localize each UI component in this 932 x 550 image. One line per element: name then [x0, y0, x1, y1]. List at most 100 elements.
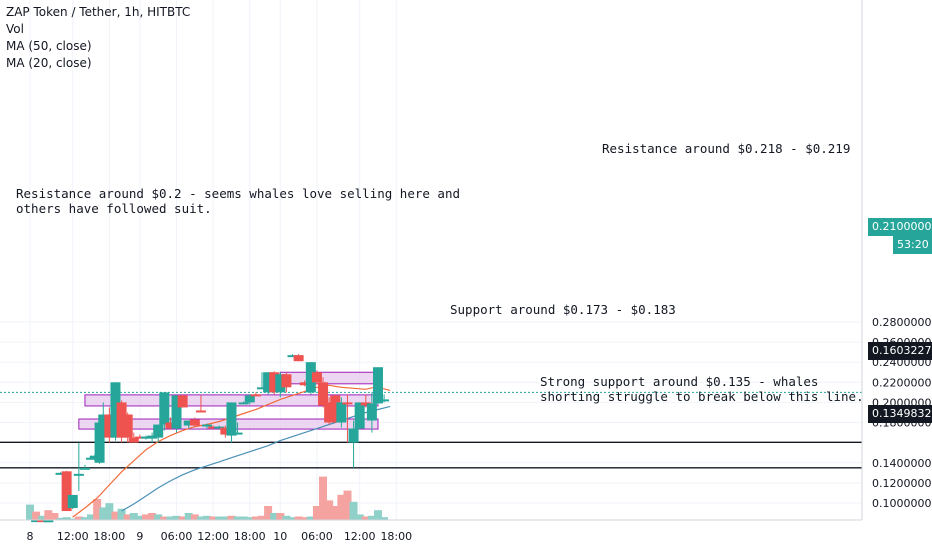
candle-body: [134, 436, 145, 439]
candle-body: [232, 432, 243, 435]
legend-ma20[interactable]: MA (20, close): [6, 56, 92, 70]
candle-body: [122, 414, 133, 438]
volume-bar: [264, 506, 273, 520]
annotation-resistance-02-line1: Resistance around $0.2 - seems whales lo…: [16, 186, 461, 201]
candle-body: [94, 422, 105, 463]
x-tick-label: 8: [27, 530, 34, 543]
candle-body: [67, 494, 78, 509]
candle-body: [37, 520, 48, 523]
volume-bar: [166, 516, 175, 520]
volume-bar: [68, 518, 77, 520]
volume-bar: [44, 510, 53, 520]
x-tick-label: 18:00: [234, 530, 266, 543]
candle-body: [354, 402, 365, 429]
candle-body: [263, 372, 274, 393]
volume-bar: [294, 516, 303, 520]
legend-vol[interactable]: Vol: [6, 22, 24, 36]
volume-bar: [251, 516, 260, 520]
candle-body: [147, 435, 158, 439]
candle-body: [177, 395, 188, 408]
candle-body: [55, 472, 66, 475]
volume-bar: [117, 508, 126, 520]
candle-body: [287, 355, 298, 358]
x-tick-label: 12:00: [344, 530, 376, 543]
candle-body: [299, 382, 310, 386]
volume-bar: [196, 516, 205, 520]
volume-bar: [227, 515, 236, 520]
candle-body: [336, 402, 347, 423]
volume-bar: [26, 504, 34, 520]
candle-body: [379, 399, 390, 402]
candle-body: [104, 414, 115, 438]
volume-bar: [203, 515, 212, 520]
volume-bar: [239, 516, 248, 520]
volume-bar: [245, 517, 254, 520]
line-tag-1349: 0.1349832: [868, 405, 932, 423]
candle-body: [183, 420, 194, 426]
annotation-strong-support-line2: shorting struggle to break below this li…: [540, 389, 864, 404]
candle-body: [159, 392, 170, 425]
volume-bar: [87, 514, 96, 520]
candle-body: [202, 424, 213, 427]
ma20-line: [72, 384, 391, 518]
candle-body: [128, 437, 139, 443]
candle-body: [31, 520, 42, 523]
y-tick-label: 0.1400000: [872, 457, 932, 470]
volume-bar: [361, 516, 370, 520]
candle-body: [330, 395, 341, 423]
volume-bar: [312, 506, 321, 520]
candle-body: [140, 436, 151, 439]
volume-bar: [288, 517, 297, 520]
volume-bar: [209, 516, 218, 520]
volume-bar: [32, 511, 41, 520]
volume-bar: [331, 506, 340, 520]
candle-body: [324, 402, 335, 423]
candle-body: [98, 414, 109, 423]
volume-bar: [99, 507, 108, 520]
candle-body: [220, 427, 231, 435]
volume-bar: [74, 516, 83, 520]
candle-body: [311, 372, 322, 383]
volume-bar: [276, 513, 285, 520]
symbol-title[interactable]: ZAP Token / Tether, 1h, HITBTC: [6, 5, 191, 19]
volume-bar: [93, 499, 102, 520]
volume-bar: [367, 515, 376, 520]
candles: [31, 354, 390, 523]
horizontal-lines: [0, 391, 862, 469]
volume-bar: [257, 515, 266, 520]
legend-ma50[interactable]: MA (50, close): [6, 39, 92, 53]
x-tick-label: 10: [273, 530, 287, 543]
volume-bar: [306, 516, 315, 520]
volume-bar: [123, 514, 132, 520]
volume-bar: [190, 514, 199, 520]
candle-body: [281, 374, 292, 388]
volume-bar: [148, 513, 157, 520]
candle-body: [208, 426, 219, 429]
volume-bar: [233, 516, 242, 520]
volume-bar: [178, 516, 187, 520]
volume-bar: [270, 513, 279, 520]
volume-bar: [141, 514, 150, 520]
volume-bar: [380, 517, 389, 520]
volume-bar: [38, 515, 47, 520]
candle-body: [214, 426, 225, 429]
volume-bar: [325, 500, 334, 520]
annotation-support: Support around $0.173 - $0.183: [450, 302, 676, 317]
candle-body: [244, 395, 255, 403]
volume-bar: [160, 516, 169, 520]
volume-bar: [129, 513, 138, 520]
volume-bar: [282, 515, 291, 520]
volume-bar: [154, 514, 163, 520]
volume-bar: [221, 516, 230, 520]
zone-0: [279, 371, 379, 385]
candle-body: [372, 367, 383, 404]
candle-body: [256, 387, 267, 390]
candle-body: [171, 395, 182, 429]
candle-body: [366, 403, 377, 421]
volume-bar: [62, 517, 71, 520]
candle-body: [238, 402, 249, 405]
y-tick-label: 0.2200000: [872, 376, 932, 389]
volume-bar: [50, 513, 59, 520]
